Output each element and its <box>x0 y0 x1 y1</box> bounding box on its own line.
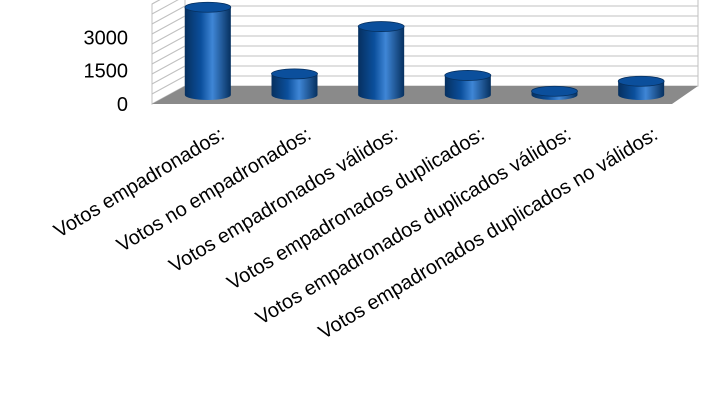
gridline-side <box>151 25 186 45</box>
bar-body <box>184 7 231 101</box>
bar-body <box>271 73 318 100</box>
gridline-side <box>151 0 179 15</box>
gridline-side <box>151 75 186 95</box>
bars <box>184 1 665 101</box>
bar-top <box>444 70 492 81</box>
bar <box>531 85 578 100</box>
bar-top <box>357 21 405 32</box>
gridlines <box>151 0 698 95</box>
gridline-side <box>151 5 186 25</box>
bar <box>357 21 405 100</box>
side-wall <box>151 0 186 105</box>
bar-top <box>617 75 665 87</box>
gridline-side <box>151 55 186 75</box>
gridline-side <box>151 15 186 35</box>
y-tick-label: 1500 <box>84 61 129 83</box>
gridline-side <box>151 65 186 85</box>
bar <box>444 70 492 100</box>
gridline-side <box>151 35 186 55</box>
bar-top <box>271 68 318 80</box>
bar-top <box>531 85 578 97</box>
bar-body <box>444 75 491 100</box>
bar-body <box>358 26 405 100</box>
bar <box>271 68 318 100</box>
chart-floor <box>152 86 698 104</box>
bar-top <box>184 1 232 13</box>
bar <box>184 1 232 101</box>
y-axis-ticks: 3000 1500 0 <box>84 27 129 116</box>
x-axis-labels: Votos empadronados:Votos no empadronados… <box>50 123 661 343</box>
x-category-label: Votos empadronados duplicados válidos: <box>252 123 575 329</box>
floor-plane <box>152 86 698 104</box>
gridline-side <box>151 45 186 65</box>
chart-walls <box>151 0 699 105</box>
bar <box>617 75 665 100</box>
gridline-side <box>151 0 161 5</box>
y-tick-label: 3000 <box>84 27 129 49</box>
back-wall <box>184 0 699 87</box>
y-tick-label: 0 <box>117 94 128 116</box>
